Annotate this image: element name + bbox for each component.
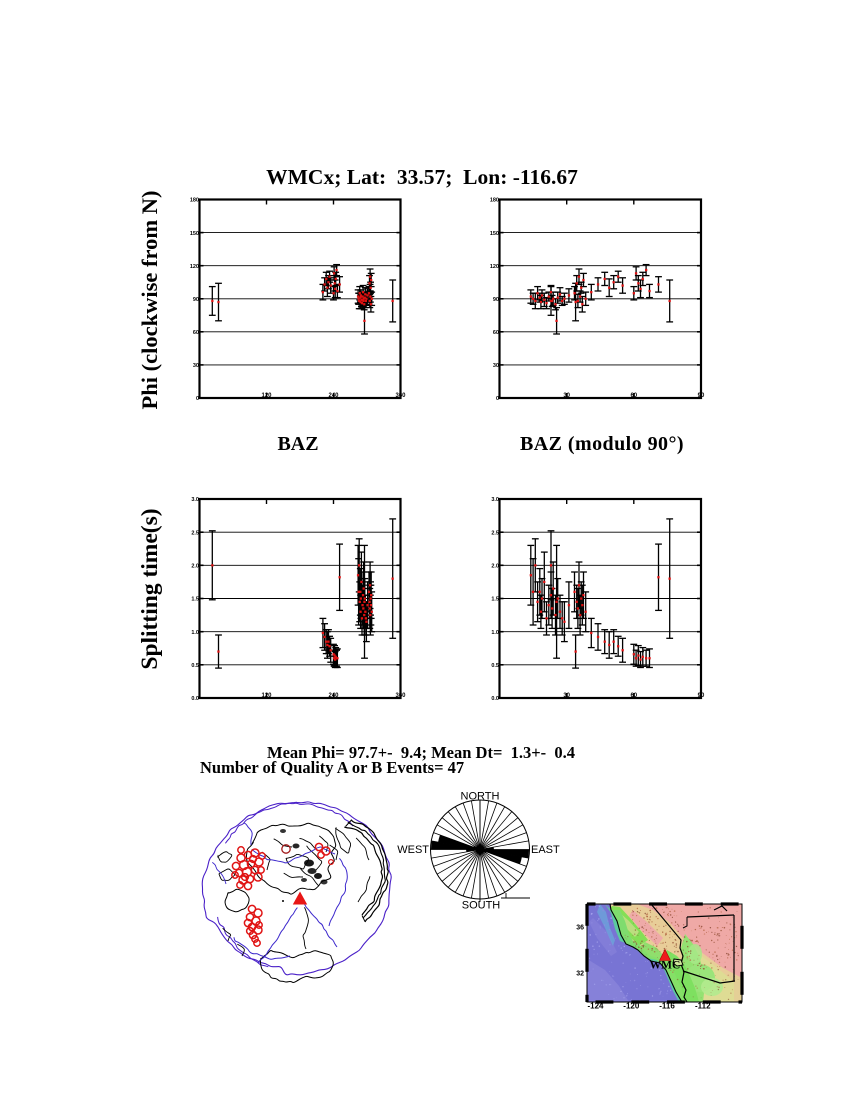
svg-text:BAZ: BAZ [277,433,318,455]
svg-text:2.5: 2.5 [491,530,499,536]
svg-text:120: 120 [261,693,272,699]
svg-text:Splitting time(s): Splitting time(s) [137,508,163,669]
svg-text:120: 120 [190,264,199,270]
svg-text:-120: -120 [623,1002,640,1011]
svg-text:360: 360 [395,393,406,399]
svg-text:3.0: 3.0 [491,497,499,503]
svg-text:60: 60 [630,693,637,699]
svg-text:90: 90 [193,297,199,303]
svg-text:-116: -116 [659,1002,675,1011]
svg-text:150: 150 [190,231,199,237]
svg-text:2.5: 2.5 [191,530,199,536]
svg-text:-112: -112 [695,1002,711,1011]
svg-text:36: 36 [576,925,584,932]
svg-text:30: 30 [563,693,570,699]
svg-text:180: 180 [490,198,499,204]
svg-text:0.0: 0.0 [191,696,199,702]
svg-text:360: 360 [395,693,406,699]
svg-text:120: 120 [261,393,272,399]
svg-text:Phi (clockwise from N): Phi (clockwise from N) [137,191,162,410]
svg-text:150: 150 [490,231,499,237]
svg-text:2.0: 2.0 [191,564,199,570]
svg-text:Number of Quality A or B Event: Number of Quality A or B Events= 47 [200,758,464,777]
svg-text:EAST: EAST [531,844,560,856]
svg-text:30: 30 [563,393,570,399]
svg-text:BAZ (modulo 90°): BAZ (modulo 90°) [520,433,684,455]
svg-text:0.5: 0.5 [191,663,199,669]
svg-text:0.0: 0.0 [491,696,499,702]
svg-text:90: 90 [698,693,705,699]
svg-text:240: 240 [328,693,339,699]
svg-text:90: 90 [698,393,705,399]
svg-text:120: 120 [490,264,499,270]
svg-text:1.5: 1.5 [491,597,499,603]
svg-text:2.0: 2.0 [491,564,499,570]
svg-text:240: 240 [328,393,339,399]
svg-text:0: 0 [496,396,499,402]
svg-text:NORTH: NORTH [461,791,500,803]
svg-text:0.5: 0.5 [491,663,499,669]
svg-text:3.0: 3.0 [191,497,199,503]
svg-text:180: 180 [190,198,199,204]
svg-text:0: 0 [196,396,199,402]
svg-text:-124: -124 [587,1002,604,1011]
svg-text:1.0: 1.0 [491,630,499,636]
svg-text:SOUTH: SOUTH [462,900,501,912]
svg-text:30: 30 [493,363,499,369]
svg-text:1.0: 1.0 [191,630,199,636]
svg-text:WMCx; Lat: 33.57; Lon: -116.: WMCx; Lat: 33.57; Lon: -116.67 [266,165,578,189]
svg-text:60: 60 [630,393,637,399]
svg-text:60: 60 [193,330,199,336]
svg-text:WMC: WMC [650,960,681,972]
svg-text:60: 60 [493,330,499,336]
svg-text:32: 32 [576,971,584,978]
svg-text:Mean Phi= 97.7+- 9.4; Mean Dt: Mean Phi= 97.7+- 9.4; Mean Dt= 1.3+- 0.4 [267,743,575,762]
svg-text:30: 30 [193,363,199,369]
svg-text:WEST: WEST [397,844,429,856]
svg-text:1.5: 1.5 [191,597,199,603]
svg-text:90: 90 [493,297,499,303]
